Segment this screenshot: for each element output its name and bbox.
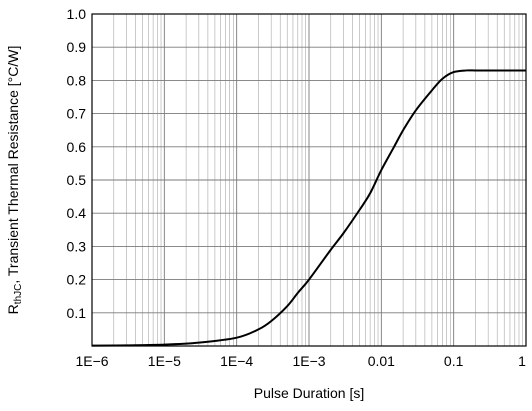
x-tick-labels: 1E−6 1E−5 1E−4 1E−3 0.01 0.1 1 xyxy=(75,353,526,369)
y-tick-label: 0.8 xyxy=(67,72,87,88)
x-tick-label: 1E−5 xyxy=(148,353,181,369)
y-tick-label: 0.3 xyxy=(67,238,87,254)
y-tick-label: 1.0 xyxy=(67,6,87,22)
y-axis-title-main: R xyxy=(5,304,21,314)
x-tick-label: 1 xyxy=(518,353,526,369)
x-tick-label: 1E−6 xyxy=(75,353,108,369)
x-tick-label: 1E−3 xyxy=(292,353,325,369)
y-tick-label: 0.9 xyxy=(67,39,87,55)
y-tick-label: 0.7 xyxy=(67,106,87,122)
x-tick-label: 0.1 xyxy=(444,353,464,369)
y-tick-label: 0.5 xyxy=(67,172,87,188)
y-axis-title-rest: , Transient Thermal Resistance [°C/W] xyxy=(5,46,21,284)
x-tick-label: 1E−4 xyxy=(220,353,253,369)
y-tick-label: 0.4 xyxy=(67,205,87,221)
y-tick-label: 0.6 xyxy=(67,139,87,155)
y-tick-label: 0.1 xyxy=(67,305,87,321)
x-tick-label: 0.01 xyxy=(368,353,395,369)
y-axis-title-subscript: thJC xyxy=(13,284,24,305)
curve-layer xyxy=(91,69,526,347)
x-axis-title: Pulse Duration [s] xyxy=(254,385,365,401)
y-tick-label: 0.2 xyxy=(67,272,87,288)
grid xyxy=(91,13,527,346)
y-tick-labels: 0.1 0.2 0.3 0.4 0.5 0.6 0.7 0.8 0.9 1.0 xyxy=(67,6,87,321)
thermal-resistance-curve xyxy=(91,69,526,347)
plot-frame xyxy=(91,13,527,347)
y-axis-title: RthJC, Transient Thermal Resistance [°C/… xyxy=(5,46,24,315)
